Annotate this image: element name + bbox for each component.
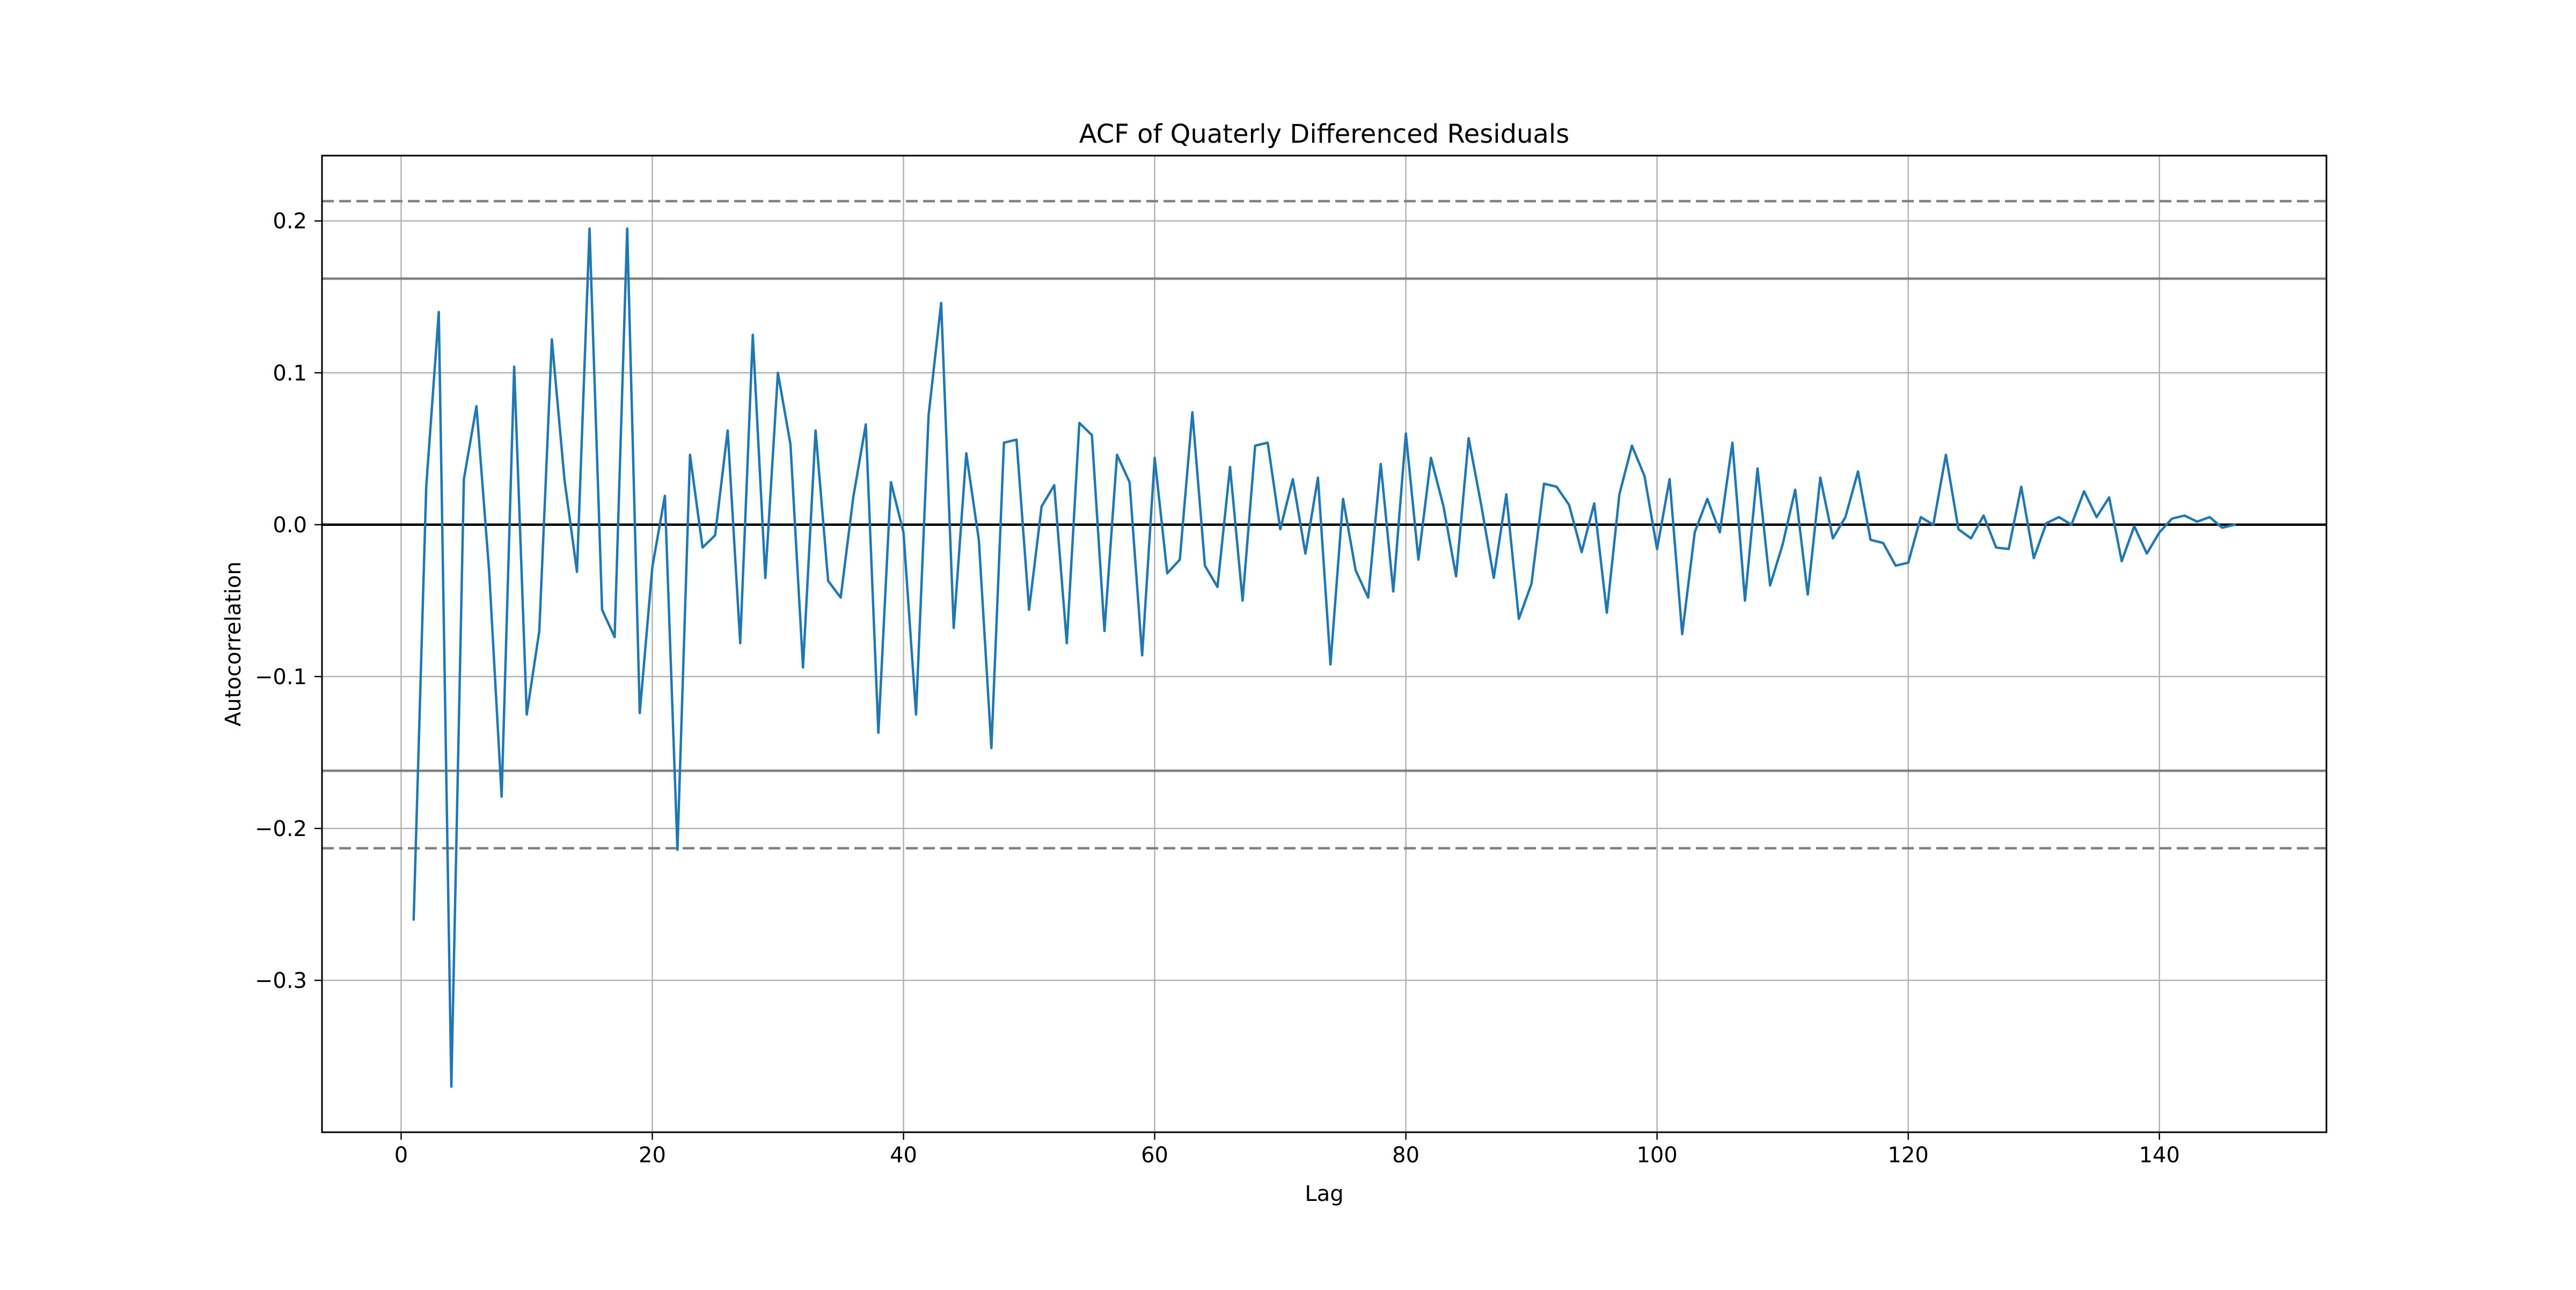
plot-frame	[321, 155, 2328, 1133]
x-axis-ticks: 0 20 40 60 80 100 120 140	[394, 1132, 2180, 1168]
series-layer	[412, 227, 2236, 1088]
y-tick-label: 0.1	[273, 361, 307, 386]
x-tick-label: 120	[1888, 1143, 1929, 1168]
x-tick-label: 40	[890, 1143, 917, 1168]
y-axis-label: Autocorrelation	[221, 561, 246, 727]
acf-series-line	[412, 227, 2236, 1088]
y-tick-label: 0.0	[273, 513, 307, 538]
x-axis-label: Lag	[1305, 1182, 1343, 1206]
x-tick-label: 60	[1141, 1143, 1168, 1168]
x-tick-label: 20	[639, 1143, 666, 1168]
y-tick-label: 0.2	[273, 209, 307, 234]
confidence-bands	[322, 200, 2326, 849]
x-tick-label: 80	[1392, 1143, 1419, 1168]
x-tick-label: 100	[1636, 1143, 1677, 1168]
y-tick-label: −0.3	[255, 969, 307, 993]
x-tick-label: 140	[2139, 1143, 2180, 1168]
y-tick-label: −0.1	[255, 665, 307, 690]
y-tick-label: −0.2	[255, 817, 307, 841]
x-tick-label: 0	[394, 1143, 408, 1168]
chart-title: ACF of Quaterly Differenced Residuals	[1079, 119, 1570, 149]
y-axis-ticks: −0.3 −0.2 −0.1 0.0 0.1 0.2	[255, 209, 322, 993]
